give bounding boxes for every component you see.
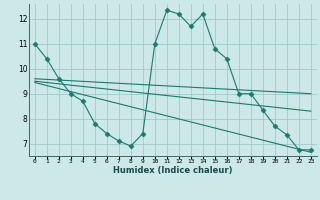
X-axis label: Humidex (Indice chaleur): Humidex (Indice chaleur) [113, 166, 233, 175]
